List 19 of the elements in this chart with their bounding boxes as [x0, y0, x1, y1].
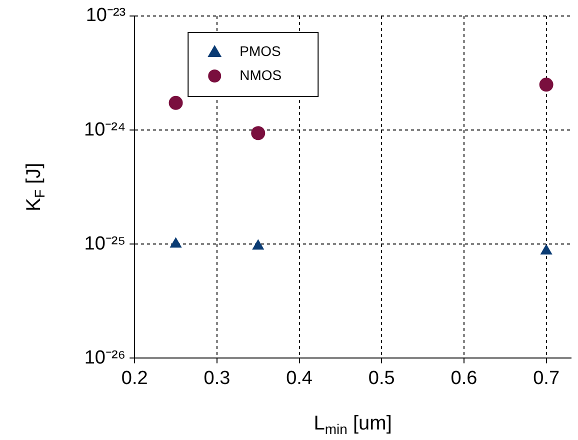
x-tick-label: 0.5: [368, 368, 395, 389]
point: [539, 78, 554, 92]
y-axis-title: KF [J]: [23, 162, 48, 212]
point: [251, 126, 266, 140]
legend-label: PMOS: [240, 42, 281, 59]
point: [252, 239, 264, 250]
y-tick-label: 10⁻²⁵: [84, 233, 126, 254]
x-tick-label: 0.4: [286, 368, 313, 389]
point: [540, 244, 552, 255]
y-tick-label: 10⁻²³: [86, 5, 126, 26]
point: [168, 96, 183, 110]
y-tick-label: 10⁻²⁴: [84, 119, 126, 140]
legend-label: NMOS: [240, 66, 282, 83]
x-tick-label: 0.2: [121, 368, 148, 389]
x-tick-label: 0.3: [204, 368, 230, 389]
x-tick-label: 0.7: [533, 368, 560, 389]
x-tick-label: 0.6: [450, 368, 478, 389]
y-tick-label: 10⁻²⁶: [84, 347, 126, 368]
point: [170, 237, 182, 248]
